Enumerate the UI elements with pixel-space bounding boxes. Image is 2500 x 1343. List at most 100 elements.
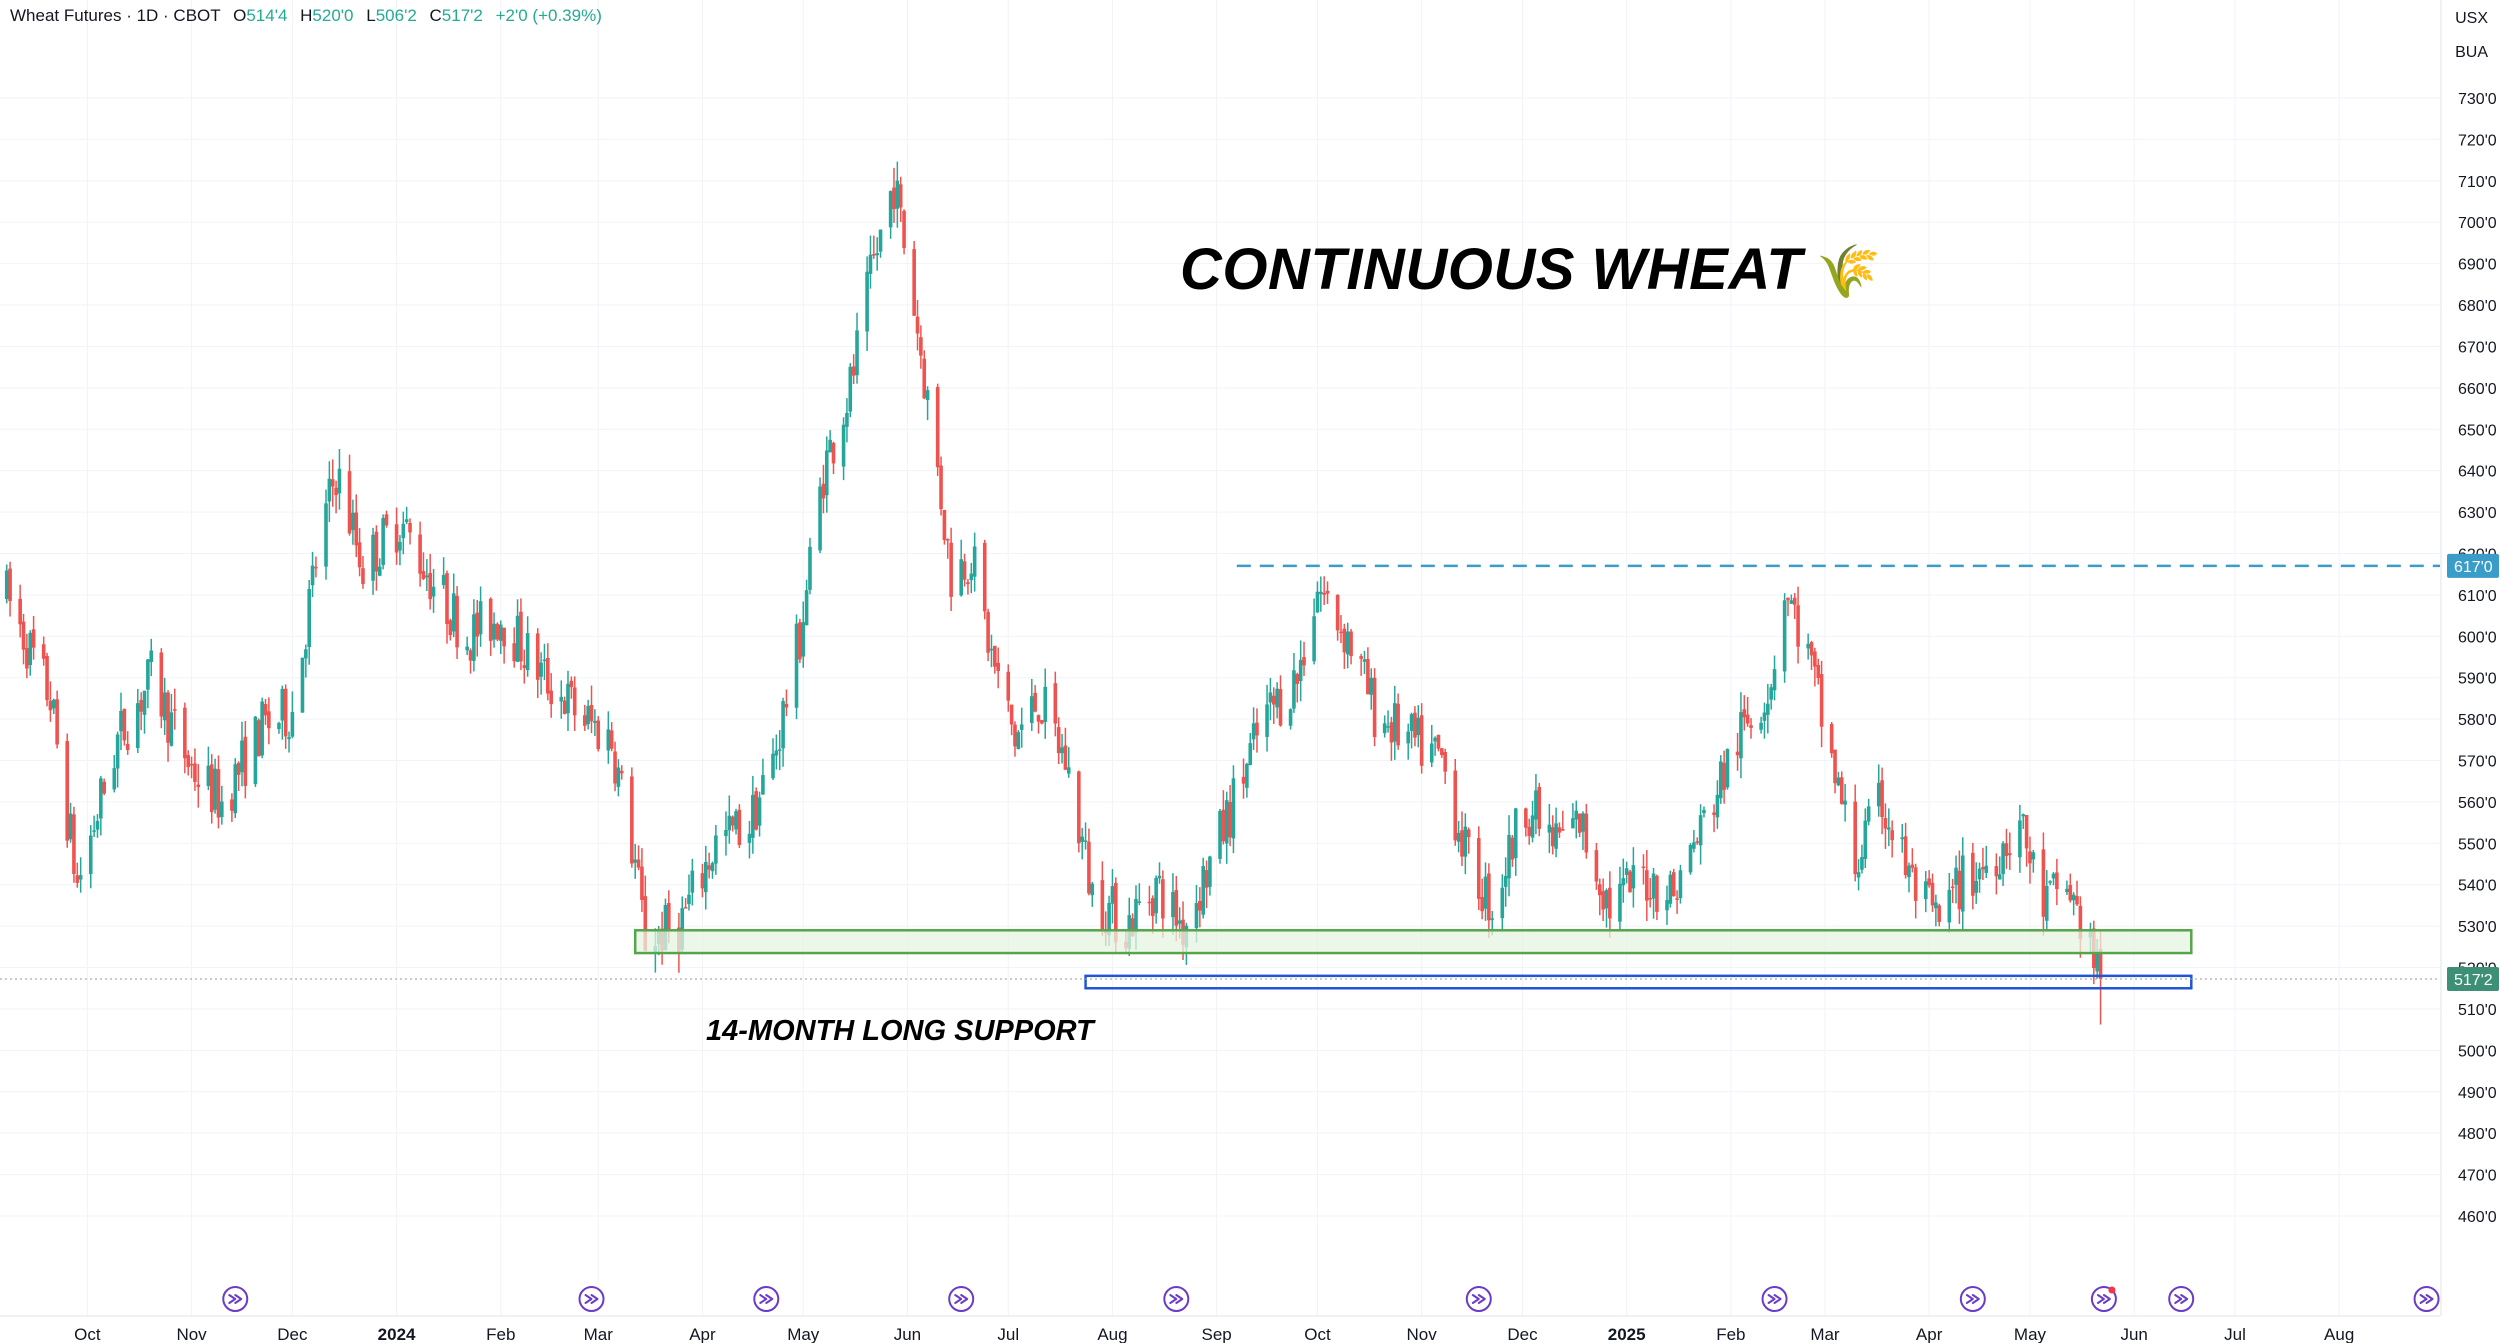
- candle-body: [915, 316, 920, 334]
- candle-body: [1194, 903, 1199, 929]
- candle-body: [1416, 717, 1421, 736]
- candle-body: [935, 386, 940, 468]
- candle-body: [2048, 881, 2052, 883]
- price-tick-label: 580'0: [2458, 712, 2497, 729]
- candle-body: [2004, 843, 2009, 856]
- candle-body: [855, 330, 859, 376]
- candle-body: [522, 665, 527, 669]
- event-marker-icon[interactable]: [1465, 1286, 1492, 1312]
- time-tick-label: Aug: [2324, 1325, 2354, 1343]
- time-tick-label: Apr: [689, 1325, 716, 1343]
- candle-body: [1769, 687, 1773, 700]
- candle-body: [1554, 823, 1558, 849]
- event-marker-icon[interactable]: [1761, 1286, 1788, 1312]
- event-marker-icon[interactable]: [2413, 1286, 2440, 1312]
- candle-body: [912, 249, 916, 316]
- candle-body: [1302, 657, 1306, 666]
- event-marker-icon[interactable]: [578, 1286, 605, 1312]
- candle-body: [88, 835, 93, 874]
- candle-body: [381, 517, 385, 565]
- candle-body: [1107, 903, 1111, 936]
- candle-body: [1322, 592, 1326, 595]
- price-tick-label: 480'0: [2458, 1126, 2497, 1143]
- candle-body: [1782, 600, 1787, 672]
- candle-body: [465, 646, 469, 651]
- candle-body: [1510, 837, 1515, 860]
- candle-body: [1534, 790, 1538, 820]
- event-marker-icon[interactable]: [2168, 1286, 2195, 1312]
- candle-body: [1923, 881, 1928, 900]
- candle-body: [898, 184, 903, 208]
- candle-body: [468, 650, 473, 661]
- candle-body: [1372, 677, 1377, 738]
- event-marker-icon[interactable]: [2090, 1286, 2117, 1312]
- candle-body: [75, 875, 80, 883]
- candle-body: [1692, 842, 1696, 849]
- event-marker-glyph: [584, 1294, 599, 1304]
- candle-body: [371, 534, 375, 581]
- candle-body: [643, 896, 648, 951]
- candle-body: [186, 755, 191, 768]
- candle-body: [619, 770, 624, 774]
- candle-body: [1208, 856, 1212, 887]
- candle-body: [1198, 901, 1202, 911]
- symbol-name[interactable]: Wheat Futures · 1D · CBOT: [10, 6, 221, 25]
- candle-body: [253, 716, 258, 785]
- currency-unit[interactable]: USX: [2455, 10, 2488, 27]
- candle-body: [92, 830, 96, 832]
- candle-body: [730, 816, 735, 826]
- candle-body: [351, 512, 355, 531]
- event-marker-icon[interactable]: [1959, 1286, 1986, 1312]
- candle-body: [512, 643, 517, 662]
- candle-body: [986, 611, 990, 653]
- candle-body: [1739, 712, 1743, 759]
- candle-body: [888, 191, 893, 228]
- candle-body: [1406, 731, 1411, 744]
- candle-body: [754, 791, 758, 830]
- candle-body: [549, 690, 553, 705]
- candle-body: [1910, 864, 1915, 868]
- candle-body: [757, 797, 762, 826]
- candle-body: [562, 700, 567, 714]
- candle-body: [324, 503, 328, 567]
- candle-body: [1100, 880, 1105, 931]
- candle-body: [1960, 855, 1965, 912]
- candle-body: [777, 749, 782, 751]
- price-tick-label: 730'0: [2458, 91, 2497, 108]
- candle-body: [1574, 810, 1579, 820]
- candle-body: [347, 471, 352, 534]
- event-marker-icon[interactable]: [753, 1286, 780, 1312]
- time-tick-label: Sep: [1202, 1325, 1232, 1343]
- price-tick-label: 700'0: [2458, 215, 2497, 232]
- candle-body: [2028, 851, 2032, 864]
- event-marker-icon[interactable]: [948, 1286, 975, 1312]
- candle-body: [939, 465, 943, 510]
- candle-body: [216, 769, 221, 818]
- candle-body: [1984, 865, 1989, 873]
- candle-body: [330, 479, 335, 487]
- candle-body: [1950, 886, 1955, 889]
- candle-body: [119, 710, 123, 732]
- currency-sub[interactable]: BUA: [2455, 44, 2488, 61]
- candle-body: [8, 568, 12, 601]
- candle-body: [640, 866, 644, 901]
- candle-body: [734, 811, 738, 830]
- candle-body: [1524, 808, 1528, 828]
- candle-body: [240, 740, 244, 773]
- candle-body: [1359, 656, 1363, 659]
- candle-body: [1547, 824, 1552, 833]
- candle-body: [394, 524, 399, 553]
- event-marker-icon[interactable]: [222, 1286, 249, 1312]
- event-marker-icon[interactable]: [1163, 1286, 1190, 1312]
- candle-body: [2068, 884, 2073, 901]
- candle-body: [1419, 715, 1424, 766]
- candle-body: [1571, 818, 1575, 829]
- candle-body: [421, 571, 426, 579]
- candle-body: [196, 784, 201, 788]
- candle-body: [2078, 905, 2083, 939]
- event-marker-glyph: [1169, 1294, 1184, 1304]
- candle-body: [1137, 901, 1142, 903]
- candle-body: [1241, 776, 1246, 784]
- price-tick-label: 720'0: [2458, 132, 2497, 149]
